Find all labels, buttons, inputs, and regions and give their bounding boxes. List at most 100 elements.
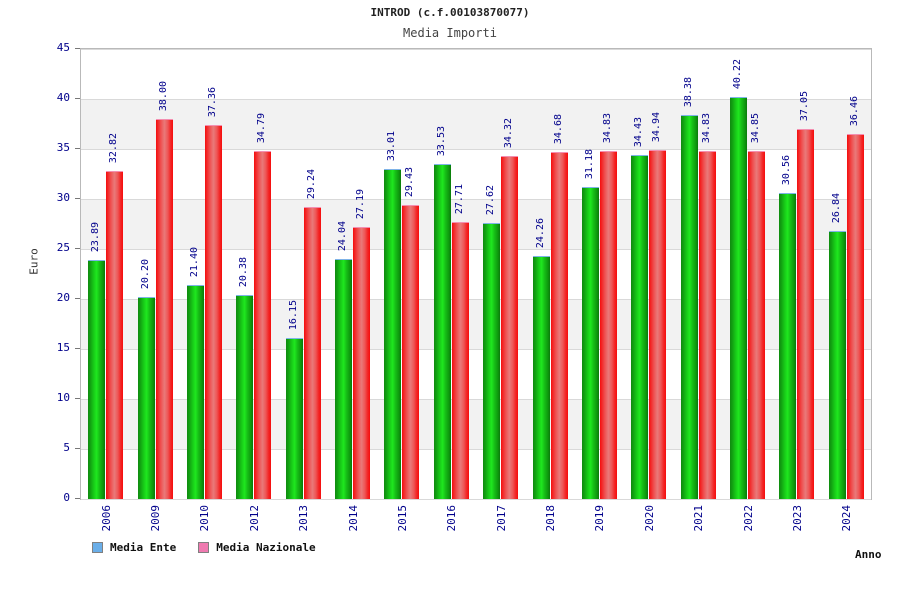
bar-media-nazionale[interactable] xyxy=(254,151,272,499)
chart-subtitle: Media Importi xyxy=(403,26,497,40)
x-axis-tick-label: 2013 xyxy=(297,505,311,532)
x-axis-tick-label: 2014 xyxy=(346,505,360,532)
x-axis-tick-label: 2017 xyxy=(494,505,508,532)
y-axis-tick-label: 10 xyxy=(56,391,70,404)
bar-value-label: 20.38 xyxy=(238,257,250,288)
bar-media-nazionale[interactable] xyxy=(698,150,716,499)
bar-media-nazionale[interactable] xyxy=(155,119,173,499)
bar-value-label: 29.24 xyxy=(305,168,317,199)
bar-media-ente[interactable] xyxy=(581,187,599,499)
x-axis-title: Anno xyxy=(855,548,882,561)
y-axis-title: Euro xyxy=(27,248,41,275)
bar-media-nazionale[interactable] xyxy=(599,150,617,499)
bar-value-label: 34.79 xyxy=(256,113,268,144)
y-axis-tick-mark xyxy=(75,298,80,299)
bar-value-label: 32.82 xyxy=(108,132,120,163)
y-axis-tick-label: 15 xyxy=(56,341,70,354)
bar-media-ente[interactable] xyxy=(631,154,649,499)
bar-media-nazionale[interactable] xyxy=(204,125,222,499)
y-axis-tick-label: 45 xyxy=(56,41,70,54)
bar-media-nazionale[interactable] xyxy=(501,155,519,499)
gridline xyxy=(81,49,871,50)
legend-item-media-ente[interactable]: Media Ente xyxy=(92,541,176,554)
y-axis-tick-label: 35 xyxy=(56,141,70,154)
bar-media-ente[interactable] xyxy=(236,295,254,499)
bar-media-nazionale[interactable] xyxy=(451,221,469,499)
x-axis-tick-label: 2023 xyxy=(790,505,804,532)
x-axis-tick-label: 2020 xyxy=(642,505,656,532)
y-axis-tick-mark xyxy=(75,198,80,199)
gridline xyxy=(81,349,871,350)
plot-area: 23.89 32.82 20.20 38.00 21.40 37.36 20.38 34.79… xyxy=(80,48,872,500)
bar-media-nazionale[interactable] xyxy=(797,128,815,499)
bar-value-label: 34.32 xyxy=(503,117,515,148)
y-axis-tick-mark xyxy=(75,98,80,99)
bar-media-nazionale[interactable] xyxy=(846,134,864,499)
x-axis-tick-label: 2006 xyxy=(99,505,113,532)
bar-media-ente[interactable] xyxy=(88,260,106,499)
gridline xyxy=(81,149,871,150)
bar-media-ente[interactable] xyxy=(137,297,155,499)
bar-media-nazionale[interactable] xyxy=(748,150,766,499)
bar-media-nazionale[interactable] xyxy=(649,149,667,499)
bar-value-label: 20.20 xyxy=(139,259,151,290)
bar-media-ente[interactable] xyxy=(828,230,846,499)
bar-value-label: 34.94 xyxy=(651,111,663,142)
x-axis-tick-label: 2012 xyxy=(247,505,261,532)
bar-value-label: 26.84 xyxy=(830,192,842,223)
bar-value-label: 24.04 xyxy=(337,220,349,251)
gridline xyxy=(81,99,871,100)
x-axis-tick-label: 2018 xyxy=(544,505,558,532)
y-axis-tick-mark xyxy=(75,148,80,149)
bar-value-label: 34.83 xyxy=(700,112,712,143)
bar-media-ente[interactable] xyxy=(285,337,303,499)
bar-value-label: 33.01 xyxy=(386,130,398,161)
bar-media-nazionale[interactable] xyxy=(303,206,321,499)
y-axis-tick-mark xyxy=(75,48,80,49)
bar-media-ente[interactable] xyxy=(730,96,748,499)
legend-item-media-nazionale[interactable]: Media Nazionale xyxy=(198,541,316,554)
gridline xyxy=(81,249,871,250)
bar-media-nazionale[interactable] xyxy=(106,170,124,499)
x-axis-tick-label: 2019 xyxy=(593,505,607,532)
bar-media-ente[interactable] xyxy=(384,168,402,499)
bar-value-label: 33.53 xyxy=(435,125,447,156)
gridline xyxy=(81,199,871,200)
bar-media-nazionale[interactable] xyxy=(402,204,420,499)
y-axis-tick-label: 30 xyxy=(56,191,70,204)
x-axis-tick-label: 2021 xyxy=(692,505,706,532)
bar-value-label: 16.15 xyxy=(287,299,299,330)
y-axis-tick-mark xyxy=(75,248,80,249)
bar-value-label: 34.68 xyxy=(552,114,564,145)
y-axis-tick-label: 20 xyxy=(56,291,70,304)
bar-media-nazionale[interactable] xyxy=(550,152,568,499)
bar-value-label: 38.00 xyxy=(157,81,169,112)
bar-media-ente[interactable] xyxy=(680,115,698,499)
chart-legend: Media Ente Media Nazionale xyxy=(92,541,316,554)
legend-swatch-media-ente xyxy=(92,542,103,553)
bar-value-label: 37.36 xyxy=(206,87,218,118)
bar-media-ente[interactable] xyxy=(532,256,550,499)
bar-value-label: 30.56 xyxy=(781,155,793,186)
gridline xyxy=(81,399,871,400)
bar-value-label: 31.18 xyxy=(583,149,595,180)
legend-swatch-media-nazionale xyxy=(198,542,210,553)
bar-media-ente[interactable] xyxy=(186,285,204,499)
bar-media-ente[interactable] xyxy=(779,193,797,499)
bar-value-label: 27.62 xyxy=(485,184,497,215)
bar-value-label: 29.43 xyxy=(404,166,416,197)
bar-media-ente[interactable] xyxy=(483,222,501,499)
bar-value-label: 24.26 xyxy=(534,218,546,249)
x-axis-tick-label: 2015 xyxy=(395,505,409,532)
bar-media-ente[interactable] xyxy=(433,163,451,499)
bar-media-nazionale[interactable] xyxy=(353,227,371,499)
y-axis-tick-label: 5 xyxy=(63,441,70,454)
bar-media-ente[interactable] xyxy=(335,258,353,499)
y-axis-tick-mark xyxy=(75,498,80,499)
y-axis-tick-label: 40 xyxy=(56,91,70,104)
x-axis-tick-label: 2010 xyxy=(198,505,212,532)
gridline xyxy=(81,299,871,300)
bar-value-label: 34.85 xyxy=(750,112,762,143)
gridline xyxy=(81,499,871,500)
